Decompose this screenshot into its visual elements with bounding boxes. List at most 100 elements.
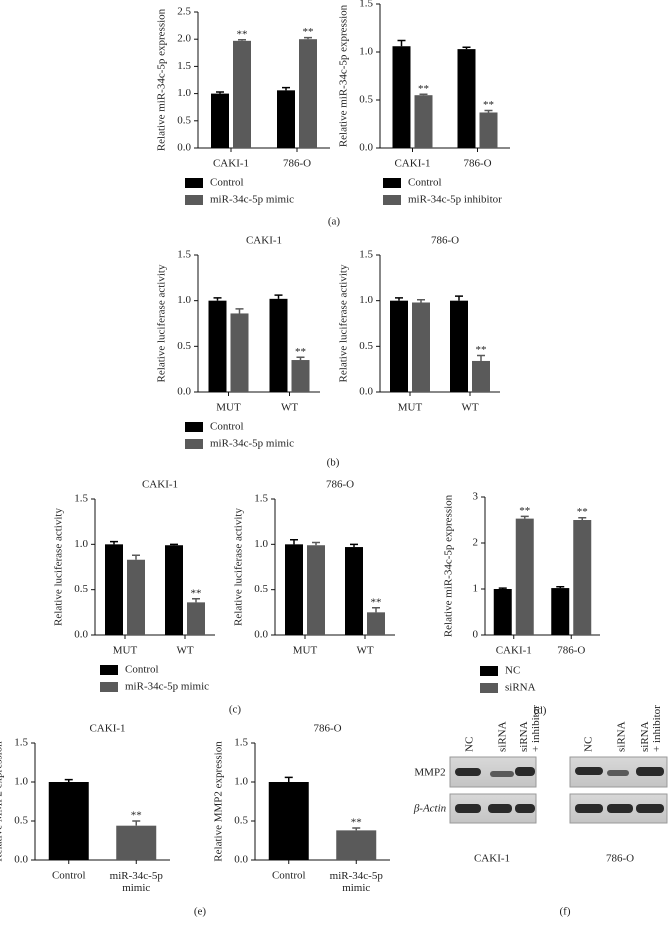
error-bar [304, 36, 312, 40]
blot: MMP2 β-Actin CAKI-1 786-O NC siRNA siRNA… [413, 705, 668, 865]
x-tick-label: WT [176, 645, 193, 657]
bar [269, 298, 288, 392]
legend-label: NC [505, 665, 520, 677]
legend-label: siRNA [505, 682, 536, 694]
error-bar [216, 91, 224, 94]
y-axis-label: Relative luciferase activity [156, 264, 168, 382]
y-tick-label: 1.5 [234, 737, 248, 749]
error-bar [312, 541, 320, 546]
bar [307, 545, 325, 635]
legend-label: Control [210, 421, 244, 433]
y-tick-label: 1.0 [177, 294, 191, 306]
bar [414, 95, 433, 148]
legend-swatch [383, 178, 401, 188]
legend-label: miR-34c-5p mimic [125, 681, 209, 693]
chart-title: 786-O [313, 723, 341, 735]
y-axis-label: Relative luciferase activity [233, 508, 245, 626]
y-tick-label: 0.5 [74, 583, 88, 595]
significance-label: ** [303, 26, 314, 38]
y-tick-label: 0.5 [254, 583, 268, 595]
y-tick-label: 0.5 [359, 94, 373, 106]
legend-swatch [383, 195, 401, 205]
error-bar [192, 597, 200, 603]
legend-label: Control [210, 177, 244, 189]
panel-label: (b) [327, 457, 340, 469]
y-tick-label: 1.5 [359, 0, 373, 10]
error-bar [372, 607, 380, 613]
blot-row-label: β-Actin [413, 803, 447, 815]
chart-title: CAKI-1 [246, 235, 282, 247]
error-bar [64, 778, 73, 782]
significance-label: ** [371, 596, 382, 608]
y-tick-label: 1.5 [254, 493, 268, 505]
error-bar [417, 299, 425, 303]
error-bar [455, 295, 463, 301]
y-tick-label: 0.0 [177, 142, 191, 154]
y-tick-label: 0.0 [359, 142, 373, 154]
bar [493, 589, 512, 635]
bar [515, 518, 534, 635]
error-bar [238, 38, 246, 41]
legend-swatch [185, 439, 203, 449]
blot-group-label: CAKI-1 [474, 853, 510, 865]
bar [116, 825, 157, 860]
band [488, 804, 512, 813]
chart-title: 786-O [326, 479, 354, 491]
y-axis-label: Relative luciferase activity [53, 508, 65, 626]
y-tick-label: 2 [473, 537, 479, 549]
x-tick-label: Control [272, 870, 306, 882]
band [607, 804, 633, 813]
legend-swatch [185, 422, 203, 432]
bar [412, 302, 430, 392]
legend-swatch [185, 178, 203, 188]
error-bar [274, 294, 283, 299]
x-tick-label: 786-O [557, 645, 585, 657]
band [490, 771, 514, 777]
significance-label: ** [418, 83, 429, 95]
significance-label: ** [519, 505, 530, 517]
x-tick-label: CAKI-1 [394, 158, 430, 170]
y-tick-label: 1.0 [177, 87, 191, 99]
y-tick-label: 0.5 [359, 340, 373, 352]
y-tick-label: 1.5 [177, 60, 191, 72]
bar [551, 588, 570, 635]
band [515, 804, 535, 813]
error-bar [132, 820, 141, 826]
y-tick-label: 1.0 [254, 538, 268, 550]
error-bar [235, 308, 244, 314]
band [455, 768, 481, 776]
legend-swatch [100, 665, 118, 675]
blot-lane-label: siRNA [497, 721, 509, 752]
error-bar [284, 776, 293, 782]
error-bar [282, 86, 290, 91]
legend-label: miR-34c-5p mimic [210, 438, 294, 450]
y-tick-label: 1.5 [177, 249, 191, 261]
bar [367, 612, 385, 635]
blot-lane-label: NC [583, 737, 595, 752]
error-bar [290, 539, 298, 545]
error-bar [395, 297, 403, 301]
y-tick-label: 1.5 [74, 493, 88, 505]
y-tick-label: 1 [473, 583, 479, 595]
y-tick-label: 1.0 [234, 776, 248, 788]
y-tick-label: 1.0 [74, 538, 88, 550]
legend-label: miR-34c-5p inhibitor [408, 194, 502, 206]
y-tick-label: 0.5 [14, 815, 28, 827]
y-tick-label: 0.5 [177, 114, 191, 126]
significance-label: ** [131, 810, 142, 822]
legend-swatch [185, 195, 203, 205]
significance-label: ** [191, 587, 202, 599]
panel-label: (f) [560, 906, 571, 918]
error-bar [498, 587, 507, 589]
band [575, 767, 603, 775]
x-tick-label: Control [52, 870, 86, 882]
y-tick-label: 0.0 [254, 629, 268, 641]
error-bar [556, 585, 565, 589]
bar [392, 46, 411, 148]
significance-label: ** [483, 99, 494, 111]
x-tick-label: WT [281, 402, 298, 414]
y-axis-label: Relative luciferase activity [338, 264, 350, 382]
chart-title: CAKI-1 [89, 723, 125, 735]
y-tick-label: 1.0 [14, 776, 28, 788]
